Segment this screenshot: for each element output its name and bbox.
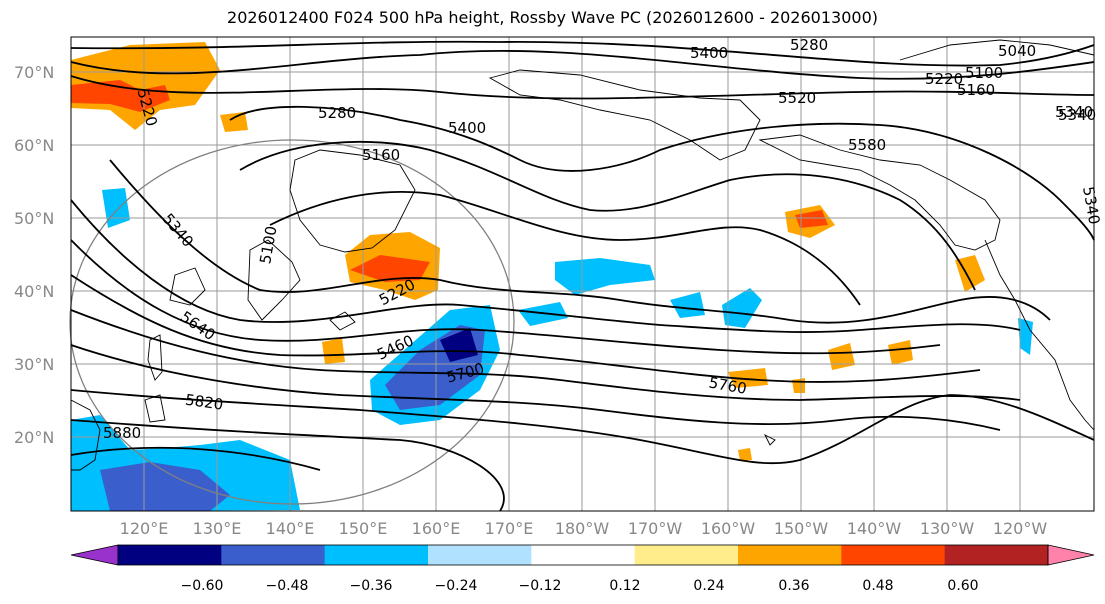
positive-anomaly-core [795, 210, 828, 228]
colorbar-segment [634, 545, 739, 565]
negative-anomaly-region [555, 258, 655, 295]
positive-anomaly-region [728, 368, 768, 388]
colorbar-segment [324, 545, 429, 565]
lon-label: 140°E [266, 519, 315, 538]
colorbar-tick-label: 0.36 [778, 578, 809, 594]
colorbar-segment [118, 545, 222, 565]
contour-label: 5400 [690, 44, 728, 62]
colorbar-segment [738, 545, 842, 565]
positive-anomaly-core [350, 255, 430, 282]
colorbar-tick-label: 0.24 [693, 578, 724, 594]
colorbar-segment [428, 545, 532, 565]
lat-label: 70°N [14, 63, 54, 82]
positive-anomaly-region [792, 378, 805, 393]
colorbar-segment [221, 545, 326, 565]
lon-label: 120°E [120, 519, 169, 538]
positive-anomaly-region [322, 338, 345, 364]
lon-label: 140°W [847, 519, 902, 538]
colorbar-tick-label: −0.12 [519, 578, 562, 594]
contour-label: 5340 [1058, 106, 1096, 124]
contour-label: 5160 [362, 146, 400, 164]
colorbar-extend-min [70, 544, 119, 566]
anomaly-shading [71, 42, 1033, 511]
lon-label: 170°E [485, 519, 534, 538]
contour-label: 5520 [778, 89, 816, 107]
positive-anomaly-region [71, 42, 220, 130]
longitude-labels: 120°E 130°E 140°E 150°E 160°E 170°E 180°… [120, 519, 1048, 538]
positive-anomaly-core [71, 80, 170, 112]
colorbar [70, 544, 1095, 566]
region-circle [69, 139, 515, 505]
negative-anomaly-region [670, 292, 705, 318]
contour-label: 5040 [998, 42, 1036, 60]
positive-anomaly-region [888, 340, 913, 365]
contour-label: 5400 [448, 119, 486, 137]
lat-label: 20°N [14, 428, 54, 447]
contour-label: 5280 [318, 104, 356, 122]
positive-anomaly-region [828, 343, 855, 370]
contour-label: 5880 [103, 424, 141, 442]
lon-label: 130°W [920, 519, 975, 538]
lon-label: 120°W [993, 519, 1048, 538]
map-frame [70, 36, 1095, 512]
map-title: 2026012400 F024 500 hPa height, Rossby W… [227, 8, 878, 27]
lon-label: 150°E [339, 519, 388, 538]
colorbar-tick-label: −0.36 [350, 578, 393, 594]
colorbar-tick-label: 0.48 [862, 578, 893, 594]
lon-label: 150°W [774, 519, 829, 538]
lat-label: 40°N [14, 282, 54, 301]
colorbar-ticks: −0.60 −0.48 −0.36 −0.24 −0.12 0.12 0.24 … [181, 578, 979, 594]
contour-label: 5220 [925, 70, 963, 88]
negative-anomaly-region [1018, 318, 1033, 355]
negative-anomaly-region [722, 288, 762, 328]
latitude-labels: 70°N 60°N 50°N 40°N 30°N 20°N [14, 63, 54, 447]
lon-label: 130°E [193, 519, 242, 538]
contour-label: 5280 [790, 36, 828, 54]
negative-anomaly-core [100, 462, 230, 511]
lon-label: 160°E [412, 519, 461, 538]
colorbar-tick-label: −0.24 [435, 578, 478, 594]
negative-anomaly-peak [440, 328, 478, 362]
colorbar-tick-label: −0.60 [181, 578, 224, 594]
lon-label: 170°W [628, 519, 683, 538]
lat-label: 60°N [14, 136, 54, 155]
colorbar-segment [841, 545, 946, 565]
colorbar-tick-label: −0.48 [266, 578, 309, 594]
colorbar-tick-label: 0.60 [947, 578, 978, 594]
positive-anomaly-region [738, 448, 752, 461]
height-contours [70, 40, 1095, 512]
lat-label: 30°N [14, 355, 54, 374]
colorbar-segment [944, 545, 1049, 565]
contour-label: 5820 [184, 391, 224, 414]
lon-label: 160°W [701, 519, 756, 538]
colorbar-tick-label: 0.12 [609, 578, 640, 594]
contour-label: 5160 [957, 81, 995, 99]
positive-anomaly-region [955, 255, 985, 292]
colorbar-segment [531, 545, 636, 565]
lon-label: 180°W [555, 519, 610, 538]
colorbar-border [117, 544, 1049, 566]
positive-anomaly-region [220, 112, 248, 132]
colorbar-extend-max [1047, 544, 1095, 566]
contour-label: 5340 [1055, 103, 1093, 121]
coastlines [70, 39, 1095, 471]
contour-label: 5100 [965, 64, 1003, 82]
lat-label: 50°N [14, 209, 54, 228]
contour-label: 5580 [848, 136, 886, 154]
